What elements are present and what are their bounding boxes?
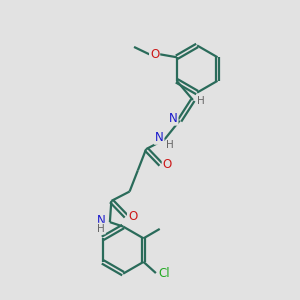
Text: H: H (167, 140, 174, 150)
Text: O: O (150, 48, 159, 61)
Text: Cl: Cl (158, 267, 170, 280)
Text: O: O (128, 210, 137, 223)
Text: O: O (163, 158, 172, 171)
Text: H: H (97, 224, 105, 234)
Text: N: N (169, 112, 178, 125)
Text: H: H (197, 96, 205, 106)
Text: N: N (155, 131, 164, 144)
Text: N: N (97, 214, 105, 227)
